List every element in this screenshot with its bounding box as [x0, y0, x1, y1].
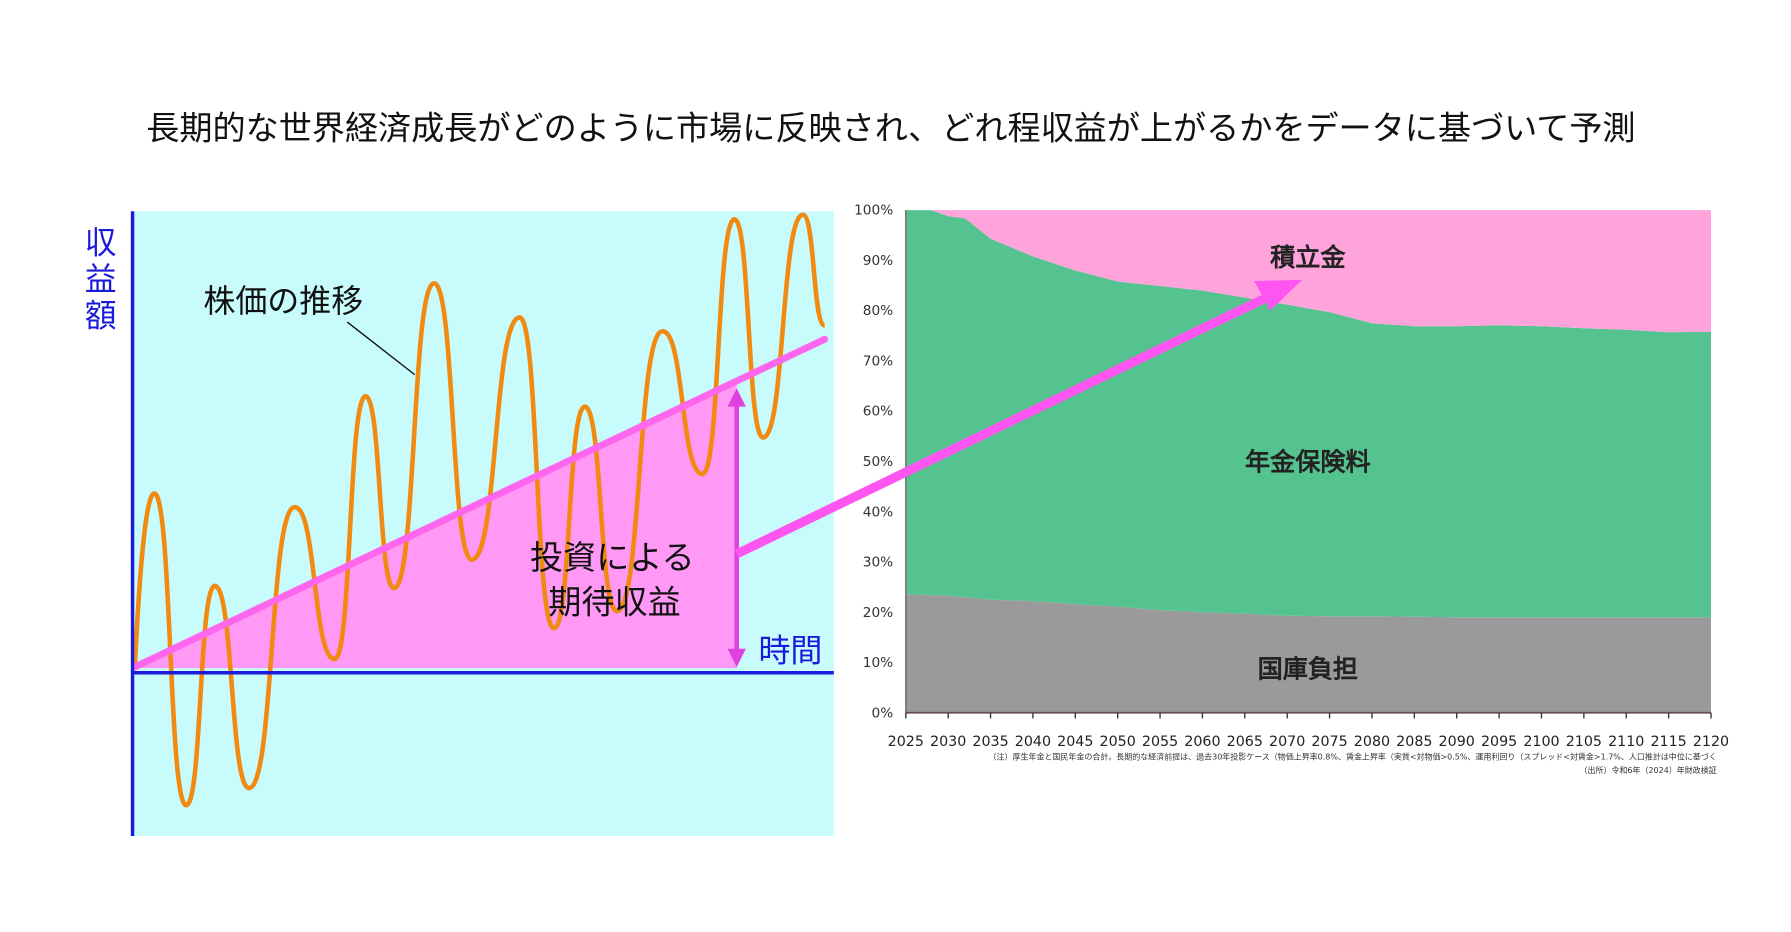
- y-tick-label: 30%: [863, 555, 893, 571]
- stock-price-wave: [132, 212, 827, 808]
- y-axis-label-2: 益: [85, 260, 117, 298]
- y-tick-label: 70%: [863, 353, 893, 369]
- trend-line: [131, 335, 829, 671]
- pension-source-chart: 0% 10% 20% 30% 40% 50% 60% 70% 80% 90% 100% 2025 20…: [854, 203, 1729, 776]
- chart-source: （出所）令和6年（2024）年財政検証: [1580, 765, 1717, 775]
- y-tick-label: 80%: [863, 303, 893, 319]
- x-tick-label: 2105: [1566, 734, 1602, 750]
- y-tick-label: 20%: [863, 605, 893, 621]
- connector-arrow: [734, 279, 1303, 559]
- series-label-treasury: 国庫負担: [1258, 654, 1358, 683]
- x-tick-label: 2075: [1311, 734, 1347, 750]
- x-tick-label: 2030: [930, 734, 966, 750]
- area-premiums: [905, 210, 1711, 618]
- x-tick-label: 2095: [1481, 734, 1517, 750]
- investment-illustration: 株価の推移 投資による 期待収益 時間 収 益 額: [85, 211, 834, 837]
- stock-price-label: 株価の推移: [203, 282, 363, 320]
- x-tick-label: 2040: [1015, 734, 1051, 750]
- x-tick-label: 2085: [1396, 734, 1432, 750]
- expected-return-label: 投資による: [530, 538, 695, 577]
- y-tick-label: 10%: [863, 655, 893, 671]
- y-tick-label: 50%: [863, 454, 893, 470]
- x-tick-label: 2115: [1650, 734, 1686, 750]
- y-tick-label: 60%: [863, 404, 893, 420]
- series-label-premiums: 年金保険料: [1245, 448, 1371, 477]
- x-axis-label: 時間: [758, 631, 822, 669]
- x-tick-label: 2035: [972, 734, 1008, 750]
- x-tick-label: 2025: [888, 734, 924, 750]
- x-tick-label: 2080: [1354, 734, 1390, 750]
- chart-note: （注）厚生年金と国民年金の合計。長期的な経済前提は、過去30年投影ケース（物価上…: [989, 752, 1717, 762]
- x-tick-label: 2050: [1100, 734, 1136, 750]
- x-tick-label: 2100: [1523, 734, 1559, 750]
- x-tick-label: 2065: [1227, 734, 1263, 750]
- x-tick-label: 2070: [1269, 734, 1305, 750]
- stock-label-leader: [346, 321, 416, 376]
- area-reserve: [905, 210, 1711, 333]
- x-tick-label: 2110: [1608, 734, 1644, 750]
- expected-return-label-2: 期待収益: [548, 582, 680, 621]
- return-height-arrow: [727, 388, 746, 668]
- y-tick-label: 40%: [863, 504, 893, 520]
- y-tick-label: 100%: [854, 203, 893, 219]
- series-label-reserve: 積立金: [1270, 243, 1346, 272]
- x-tick-label: 2120: [1693, 734, 1729, 750]
- area-treasury: [905, 594, 1711, 713]
- y-axis-label-1: 収: [85, 224, 117, 262]
- y-axis-label-3: 額: [85, 297, 117, 335]
- y-tick-label: 0%: [871, 705, 893, 721]
- x-tick-label: 2090: [1439, 734, 1475, 750]
- page-title: 長期的な世界経済成長がどのように市場に反映され、どれ程収益が上がるかをデータに基…: [146, 108, 1635, 147]
- x-tick-label: 2045: [1057, 734, 1093, 750]
- x-tick-label: 2060: [1184, 734, 1220, 750]
- y-tick-label: 90%: [863, 253, 893, 269]
- x-tick-label: 2055: [1142, 734, 1178, 750]
